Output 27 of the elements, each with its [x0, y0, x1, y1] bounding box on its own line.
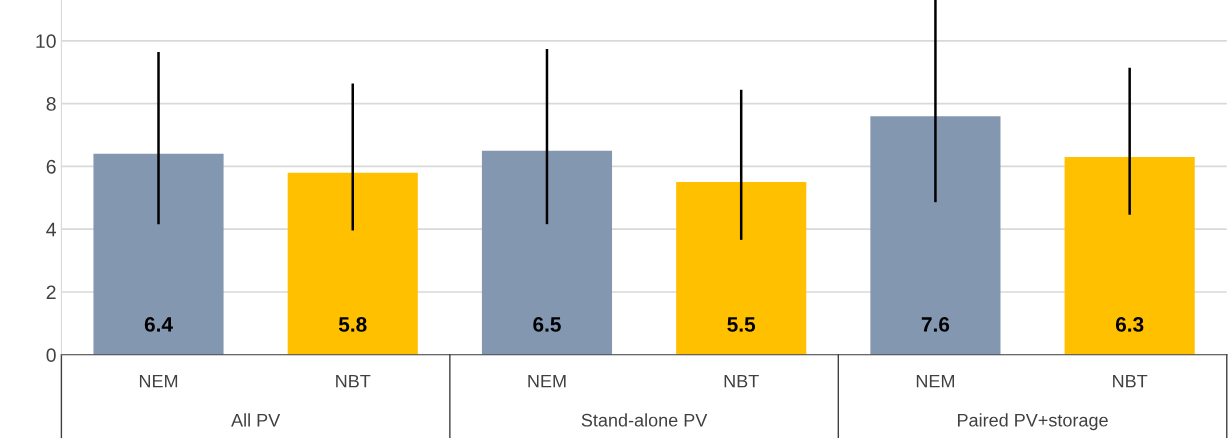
data-label: 6.4 — [144, 317, 173, 332]
data-label: 5.8 — [338, 317, 367, 332]
bar — [287, 172, 418, 355]
data-label: 5.5 — [727, 317, 756, 332]
x-tick-label: NBT — [336, 374, 371, 388]
y-tick-label: 0 — [46, 348, 56, 363]
bar — [676, 182, 807, 355]
bar — [870, 116, 1001, 355]
y-tick-label: 4 — [46, 222, 56, 237]
x-tick-label: NBT — [1113, 374, 1148, 388]
x-tick-label: NEM — [916, 374, 955, 388]
data-label: 7.6 — [921, 317, 950, 332]
x-tick-label: NEM — [528, 374, 566, 388]
bar — [1064, 156, 1195, 355]
x-tick-label: NEM — [139, 374, 178, 388]
y-tick-label: 6 — [46, 159, 56, 174]
bar — [481, 150, 613, 355]
y-tick-label: 8 — [46, 97, 56, 111]
text: Stand-alone PV — [581, 413, 708, 427]
y-tick-label: 10 — [36, 34, 56, 49]
text: All PV — [231, 413, 281, 427]
text: Paired PV+storage — [958, 413, 1108, 431]
data-label: 6.3 — [1115, 317, 1144, 332]
x-tick-label: NBT — [724, 374, 759, 388]
data-label: 6.5 — [533, 317, 561, 332]
bar — [93, 153, 224, 355]
y-tick-label: 2 — [46, 285, 56, 300]
